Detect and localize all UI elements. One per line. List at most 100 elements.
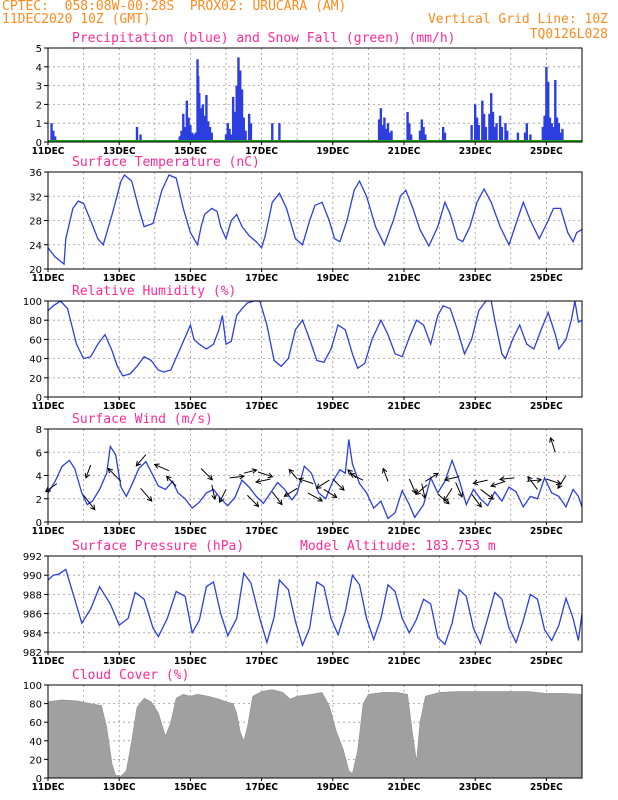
- panel-title: Relative Humidity (%): [72, 284, 236, 299]
- x-tick-label: 17DEC: [245, 401, 278, 412]
- precip-bar: [226, 123, 229, 142]
- y-tick-label: 984: [23, 629, 42, 640]
- y-tick-label: 60: [29, 718, 42, 729]
- series-line: [47, 568, 583, 648]
- precip-bar: [559, 132, 562, 142]
- wind-arrow: [473, 479, 488, 484]
- wind-arrow-head: [84, 472, 91, 479]
- wind-arrow-head: [90, 504, 96, 511]
- x-tick-label: 15DEC: [174, 656, 207, 667]
- y-tick-label: 24: [29, 241, 42, 252]
- wind-arrow-head: [251, 468, 258, 474]
- precip-bar: [516, 132, 520, 142]
- wind-arrow-head: [421, 493, 427, 500]
- wind-arrow: [166, 476, 177, 487]
- wind-arrow: [271, 491, 283, 505]
- panel-frame: [47, 300, 583, 398]
- precip-bar: [388, 132, 391, 142]
- precip-bar: [488, 113, 491, 142]
- precip-bar: [189, 125, 192, 142]
- x-tick-label: 17DEC: [245, 273, 278, 284]
- precip-bar: [557, 123, 561, 142]
- precip-bar: [443, 132, 447, 142]
- precip-bar: [406, 111, 409, 142]
- wind-arrow-head: [44, 486, 51, 493]
- panel-frame: [47, 171, 583, 270]
- wind-arrow: [490, 480, 506, 487]
- wind-arrow-head: [444, 498, 450, 505]
- x-tick-label: 23DEC: [459, 401, 492, 412]
- x-tick-label: 21DEC: [388, 526, 421, 537]
- header-grid-note: Vertical Grid Line: 10Z: [427, 12, 608, 27]
- wind-arrow-head: [315, 483, 322, 489]
- precip-bar: [240, 89, 244, 142]
- wind-arrow-head: [476, 501, 482, 508]
- y-tick-label: 6: [36, 448, 42, 459]
- y-tick-label: 982: [23, 648, 42, 659]
- wind-arrow-head: [239, 473, 245, 480]
- y-tick-label: 5: [36, 44, 42, 55]
- panel-frame: [47, 555, 583, 653]
- panel-frame: [47, 684, 583, 779]
- precip-bar: [53, 136, 57, 142]
- x-tick-label: 23DEC: [459, 273, 492, 284]
- x-tick-label: 13DEC: [103, 656, 136, 667]
- precip-bar: [550, 123, 553, 142]
- y-tick-label: 1: [36, 119, 42, 130]
- precip-bar: [210, 132, 213, 142]
- y-tick-label: 8: [36, 425, 42, 436]
- x-tick-label: 13DEC: [103, 526, 136, 537]
- wind-arrow-head: [255, 478, 262, 485]
- y-tick-label: 2: [36, 495, 42, 506]
- wind-arrow: [243, 469, 257, 474]
- panel-title: Surface Temperature (nC): [72, 155, 260, 170]
- precip-bar: [52, 130, 55, 142]
- wind-arrow-head: [443, 496, 449, 502]
- precip-bar: [552, 126, 555, 142]
- wind-arrow: [550, 437, 556, 453]
- y-tick-label: 0: [36, 393, 42, 404]
- precip-bar: [235, 85, 238, 142]
- y-tick-label: 80: [29, 316, 42, 327]
- x-tick-label: 11DEC: [32, 273, 65, 284]
- precip-bar: [192, 134, 196, 142]
- precip-bar: [555, 117, 559, 142]
- wind-arrow: [527, 476, 538, 490]
- wind-arrow-head: [347, 469, 353, 475]
- precip-bar: [50, 123, 53, 142]
- wind-arrow: [83, 494, 96, 510]
- wind-arrow: [140, 487, 153, 502]
- wind-arrow-head: [135, 460, 142, 467]
- y-tick-label: 0: [36, 774, 42, 785]
- x-tick-label: 19DEC: [316, 782, 349, 793]
- wind-arrow: [200, 468, 213, 481]
- precip-bar: [561, 128, 564, 142]
- wind-arrow-head: [146, 496, 153, 502]
- precip-bar: [506, 130, 509, 142]
- precip-bar: [271, 123, 274, 142]
- wind-arrow-head: [498, 476, 505, 482]
- panel-frame: [47, 47, 583, 143]
- precip-bar: [481, 100, 484, 142]
- y-tick-label: 4: [36, 472, 42, 483]
- x-tick-label: 21DEC: [388, 146, 421, 157]
- precip-bar: [228, 128, 231, 142]
- x-tick-label: 21DEC: [388, 273, 421, 284]
- x-tick-label: 25DEC: [530, 526, 563, 537]
- x-tick-label: 13DEC: [103, 146, 136, 157]
- precip-bar: [390, 130, 393, 142]
- wind-arrow: [408, 478, 417, 494]
- precip-bar: [554, 79, 557, 142]
- precip-bar: [422, 126, 425, 142]
- precip-bar: [237, 57, 240, 142]
- y-tick-label: 20: [29, 265, 42, 276]
- y-tick-label: 0: [36, 518, 42, 529]
- x-tick-label: 25DEC: [530, 146, 563, 157]
- wind-arrow-head: [267, 472, 274, 479]
- x-tick-label: 17DEC: [245, 146, 278, 157]
- wind-arrow: [471, 493, 482, 508]
- x-tick-label: 15DEC: [174, 273, 207, 284]
- wind-arrow-head: [211, 494, 217, 501]
- y-tick-label: 0: [36, 138, 42, 149]
- panel-title: Cloud Cover (%): [72, 668, 189, 683]
